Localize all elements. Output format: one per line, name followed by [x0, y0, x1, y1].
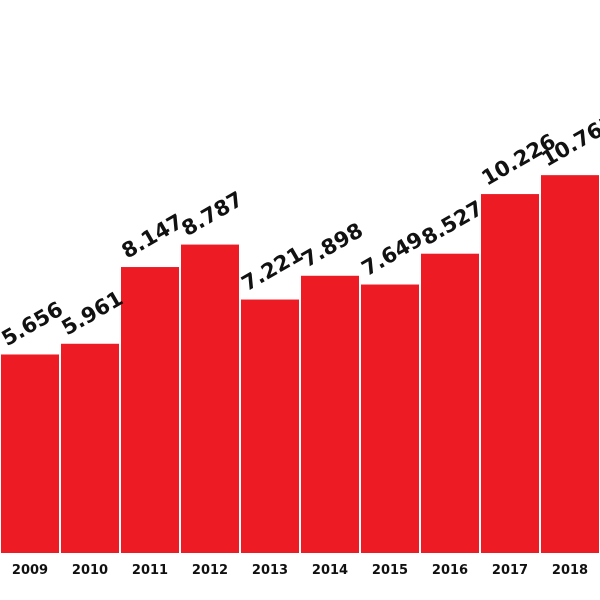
- value-label-2013: 7.221: [238, 242, 308, 296]
- bars-group: [1, 175, 599, 554]
- x-tick-label-2012: 2012: [192, 563, 228, 578]
- bar-2014: [301, 275, 359, 553]
- bar-2017: [481, 194, 539, 554]
- value-label-2014: 7.898: [298, 218, 368, 272]
- value-label-2016: 8.527: [418, 196, 488, 250]
- x-tick-label-2009: 2009: [12, 563, 48, 578]
- x-tick-label-2013: 2013: [252, 563, 288, 578]
- x-tick-label-2010: 2010: [72, 563, 108, 578]
- bar-2011: [121, 267, 179, 553]
- bar-2009: [1, 354, 59, 553]
- x-tick-label-2017: 2017: [492, 563, 528, 578]
- x-tick-label-2018: 2018: [552, 563, 588, 578]
- bar-2013: [241, 299, 299, 553]
- bar-2018: [541, 175, 599, 553]
- x-tick-label-2014: 2014: [312, 563, 348, 578]
- value-label-2012: 8.787: [178, 187, 248, 241]
- value-label-2011: 8.147: [118, 209, 188, 263]
- bar-2015: [361, 284, 419, 553]
- x-tick-label-2016: 2016: [432, 563, 468, 578]
- bar-2012: [181, 244, 239, 553]
- x-tick-label-2015: 2015: [372, 563, 408, 578]
- value-label-2009: 5.656: [0, 297, 67, 351]
- value-label-2015: 7.649: [358, 227, 428, 281]
- x-tick-label-2011: 2011: [132, 563, 168, 578]
- value-label-2010: 5.961: [58, 286, 128, 340]
- x-axis-tick-labels: 2009 2010 2011 2012 2013 2014 2015 2016 2017 2018: [12, 563, 588, 578]
- bar-2016: [421, 253, 479, 553]
- bar-2010: [61, 343, 119, 553]
